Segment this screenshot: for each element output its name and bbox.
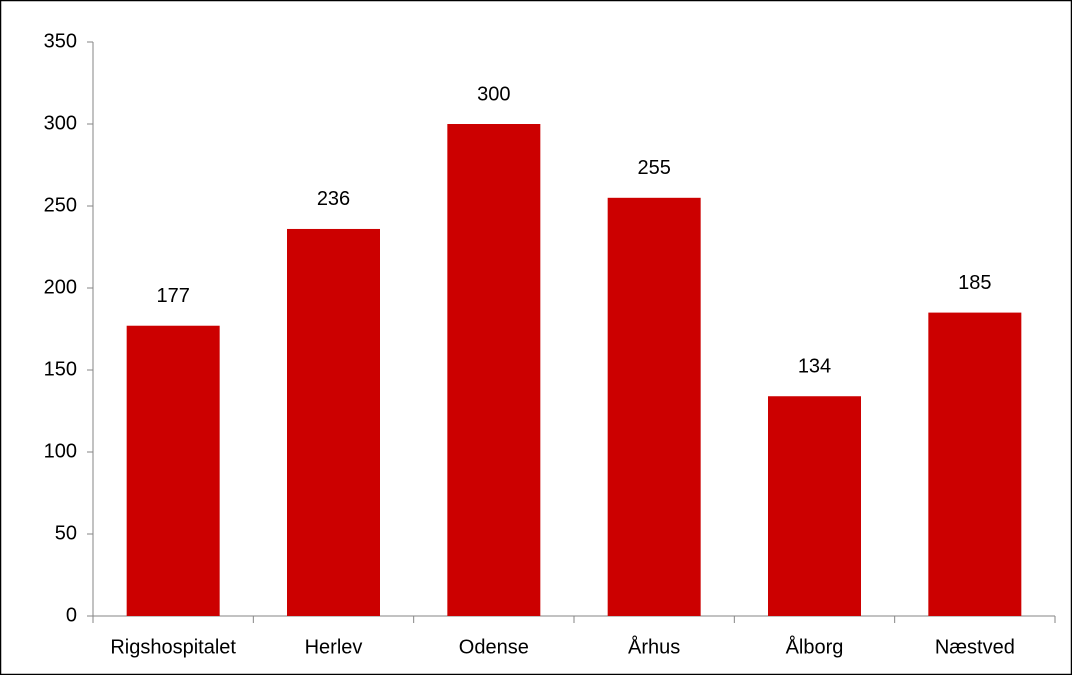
data-label: 236 [317, 188, 350, 210]
bar [287, 228, 380, 616]
bar [768, 396, 861, 616]
bar [447, 124, 541, 616]
data-label: 177 [156, 285, 189, 307]
x-tick-label: Århus [628, 635, 680, 658]
y-tick-label: 200 [44, 276, 77, 298]
x-tick-label: Næstved [935, 636, 1015, 658]
bar [928, 312, 1022, 616]
data-label: 300 [477, 83, 510, 105]
bar [126, 325, 220, 616]
y-tick-label: 250 [44, 194, 77, 216]
x-tick-label: Rigshospitalet [110, 636, 236, 658]
data-label: 134 [798, 356, 831, 378]
y-tick-label: 0 [66, 604, 77, 626]
data-label: 255 [637, 157, 670, 179]
y-tick-label: 350 [44, 30, 77, 52]
y-tick-label: 50 [55, 522, 77, 544]
bar [607, 197, 701, 617]
x-tick-label: Herlev [305, 636, 363, 658]
y-tick-label: 300 [44, 112, 77, 134]
y-tick-label: 100 [44, 440, 77, 462]
y-tick-label: 150 [44, 358, 77, 380]
x-tick-label: Odense [459, 636, 529, 658]
data-label: 185 [958, 272, 991, 294]
x-tick-label: Ålborg [786, 635, 844, 658]
